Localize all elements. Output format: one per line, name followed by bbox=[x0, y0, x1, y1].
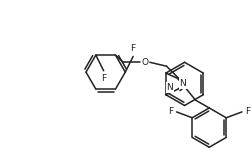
Text: F: F bbox=[101, 74, 106, 83]
Text: F: F bbox=[131, 44, 136, 53]
Text: O: O bbox=[141, 58, 148, 67]
Text: F: F bbox=[245, 107, 250, 116]
Text: F: F bbox=[168, 107, 173, 116]
Text: N: N bbox=[167, 83, 173, 92]
Text: N: N bbox=[179, 79, 186, 88]
